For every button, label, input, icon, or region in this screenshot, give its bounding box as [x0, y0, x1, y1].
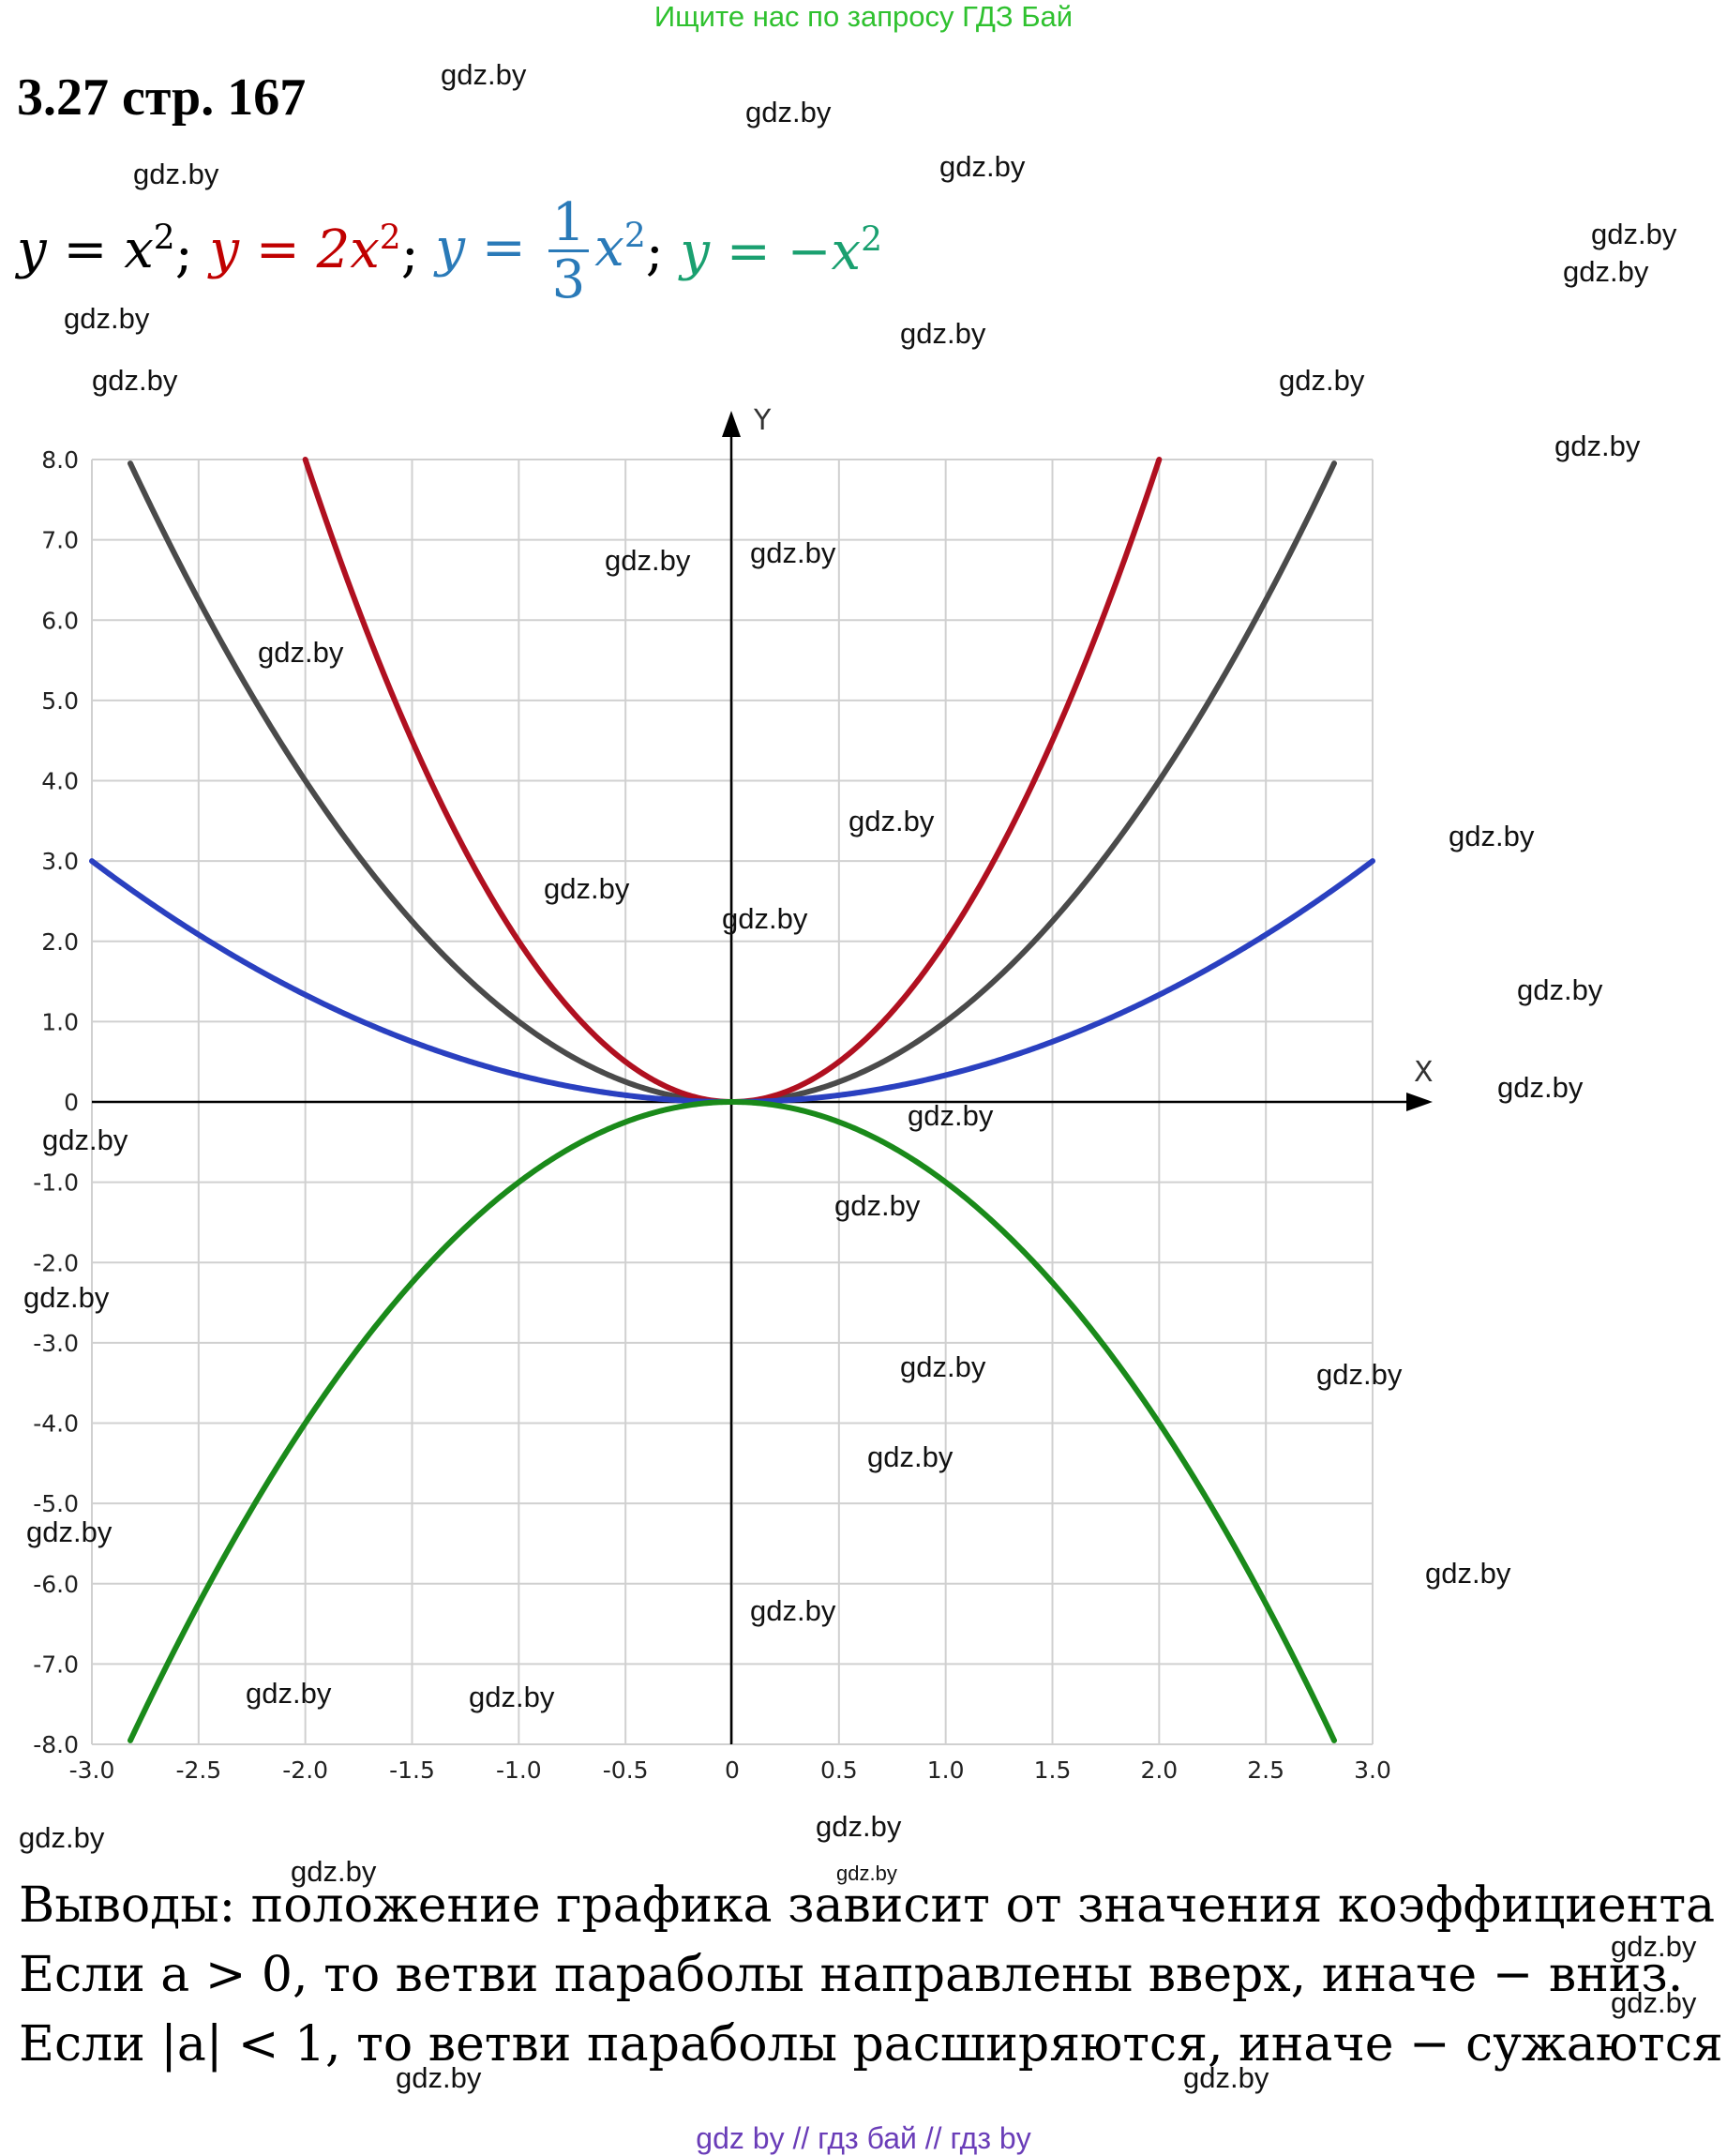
x-tick-label: 0: [725, 1756, 740, 1784]
y-tick-label: 8.0: [41, 446, 79, 474]
conclusions: Выводы: положение графика зависит от зна…: [19, 1871, 1727, 2079]
formula-row: y = x2; y = 2x2; y = 1 3 x2; y = −x2: [17, 197, 882, 347]
y-tick-label: -5.0: [33, 1490, 79, 1517]
y-tick-label: 4.0: [41, 768, 79, 795]
watermark-text: gdz.by: [816, 1810, 902, 1843]
y-tick-label: 7.0: [41, 527, 79, 554]
y-tick-label: -2.0: [33, 1249, 79, 1276]
y-tick-label: -3.0: [33, 1330, 79, 1357]
watermark-text: gdz.by: [396, 2061, 482, 2094]
watermark-text: gdz.by: [469, 1681, 555, 1713]
watermark-text: gdz.by: [1517, 973, 1603, 1006]
y-tick-label: 2.0: [41, 928, 79, 956]
watermark-text: gdz.by: [848, 805, 935, 837]
watermark-text: gdz.by: [1611, 1930, 1697, 1963]
watermark-text: gdz.by: [1279, 364, 1365, 397]
watermark-text: gdz.by: [291, 1855, 377, 1888]
y-tick-label: 0: [64, 1089, 79, 1116]
x-tick-label: -3.0: [69, 1756, 115, 1784]
x-tick-label: 2.5: [1247, 1756, 1284, 1784]
formula-neg-x2: y = −x2: [680, 220, 883, 282]
watermark-text: gdz.by: [42, 1123, 128, 1156]
watermark-text: gdz.by: [1183, 2061, 1269, 2094]
series-line-neg_x2: [127, 1098, 1338, 1743]
watermark-text: gdz.by: [1449, 820, 1535, 852]
watermark-text: gdz.by: [750, 1594, 836, 1627]
x-axis-arrow-icon: [1406, 1093, 1433, 1111]
watermark-text: gdz.by: [939, 150, 1026, 183]
watermark-text: gdz.by: [544, 872, 630, 905]
y-tick-label: 3.0: [41, 848, 79, 875]
conclusion-line-1: Выводы: положение графика зависит от зна…: [19, 1877, 1727, 1934]
x-tick-label: 1.0: [927, 1756, 965, 1784]
watermark-text: gdz.by: [867, 1440, 954, 1473]
y-tick-label: 6.0: [41, 607, 79, 634]
watermark-text: gdz.by: [750, 536, 836, 569]
y-tick-label: -8.0: [33, 1731, 79, 1758]
watermark-text: gdz.by: [1554, 430, 1641, 462]
y-tick-label: 1.0: [41, 1008, 79, 1035]
watermark-text: gdz.by: [64, 302, 150, 335]
watermark-text: gdz.by: [834, 1189, 921, 1222]
formula-x2: y = x2;: [17, 219, 193, 284]
y-tick-label: -7.0: [33, 1651, 79, 1678]
x-tick-label: -0.5: [603, 1756, 649, 1784]
x-tick-label: -2.0: [282, 1756, 328, 1784]
watermark-text: gdz.by: [605, 544, 691, 577]
watermark-text: gdz.by: [246, 1677, 332, 1710]
search-banner[interactable]: Ищите нас по запросу ГДЗ Бай: [653, 0, 1074, 33]
watermark-text: gdz.by: [1563, 255, 1649, 288]
formula-third-x2: y = 1 3 x2;: [435, 192, 664, 310]
y-axis-label: Y: [753, 404, 772, 437]
y-tick-label: -1.0: [33, 1169, 79, 1197]
y-tick-label: 5.0: [41, 687, 79, 715]
y-axis-arrow-icon: [722, 411, 741, 437]
watermark-text: gdz.by: [900, 317, 986, 350]
watermark-text: gdz.by: [1591, 218, 1677, 250]
watermark-text: gdz.by: [441, 58, 527, 91]
x-tick-label: -1.5: [389, 1756, 435, 1784]
x-tick-label: 2.0: [1140, 1756, 1178, 1784]
watermark-text: gdz.by: [26, 1515, 113, 1548]
y-tick-label: -4.0: [33, 1410, 79, 1438]
x-axis-label: X: [1414, 1056, 1434, 1089]
watermark-text: gdz.by: [836, 1862, 897, 1885]
x-tick-label: 1.5: [1034, 1756, 1072, 1784]
watermark-text: gdz.by: [908, 1099, 994, 1132]
y-tick-label: -6.0: [33, 1571, 79, 1598]
watermark-text: gdz.by: [19, 1821, 105, 1854]
conclusion-line-3: Если |a| < 1, то ветви параболы расширяю…: [19, 2016, 1727, 2073]
x-tick-label: -2.5: [175, 1756, 221, 1784]
watermark-text: gdz.by: [133, 158, 219, 190]
x-tick-label: 0.5: [820, 1756, 858, 1784]
footer-links[interactable]: gdz by // гдз бай // гдз by: [696, 2121, 1031, 2155]
watermark-text: gdz.by: [722, 902, 808, 935]
x-tick-label: -1.0: [496, 1756, 542, 1784]
parabola-chart: -3.0 -2.5 -2.0 -1.5 -1.0 -0.5 0 0.5 1.0 1.5 2.0 2.5…: [33, 404, 1434, 1784]
task-title: 3.27 стр. 167: [17, 68, 307, 127]
watermark-text: gdz.by: [1497, 1071, 1584, 1104]
watermark-text: gdz.by: [1316, 1358, 1403, 1391]
watermark-text: gdz.by: [1611, 1986, 1697, 2019]
watermark-text: gdz.by: [258, 636, 344, 669]
watermark-text: gdz.by: [23, 1281, 110, 1314]
watermark-text: gdz.by: [900, 1350, 986, 1383]
formula-2x2: y = 2x2;: [209, 219, 419, 284]
watermark-text: gdz.by: [1425, 1557, 1511, 1590]
x-tick-label: 3.0: [1354, 1756, 1391, 1784]
conclusion-line-2: Если a > 0, то ветви параболы направлены…: [19, 1947, 1684, 2003]
watermark-text: gdz.by: [745, 96, 832, 128]
watermark-text: gdz.by: [92, 364, 178, 397]
